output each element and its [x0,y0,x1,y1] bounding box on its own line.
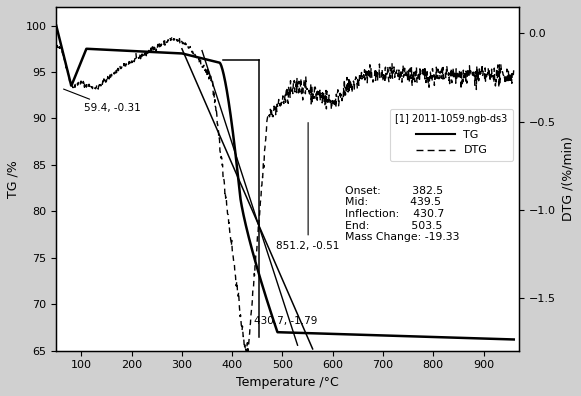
Text: Onset:         382.5
Mid:            439.5
Inflection:    430.7
End:            : Onset: 382.5 Mid: 439.5 Inflection: 430.… [345,186,460,242]
Text: 430.7, -1.79: 430.7, -1.79 [254,316,317,326]
Y-axis label: DTG /(%/min): DTG /(%/min) [561,137,574,221]
Legend: TG, DTG: TG, DTG [390,109,513,161]
X-axis label: Temperature /°C: Temperature /°C [236,376,339,389]
Text: 59.4, -0.31: 59.4, -0.31 [63,89,141,113]
Text: 851.2, -0.51: 851.2, -0.51 [277,123,340,251]
Y-axis label: TG /%: TG /% [7,160,20,198]
